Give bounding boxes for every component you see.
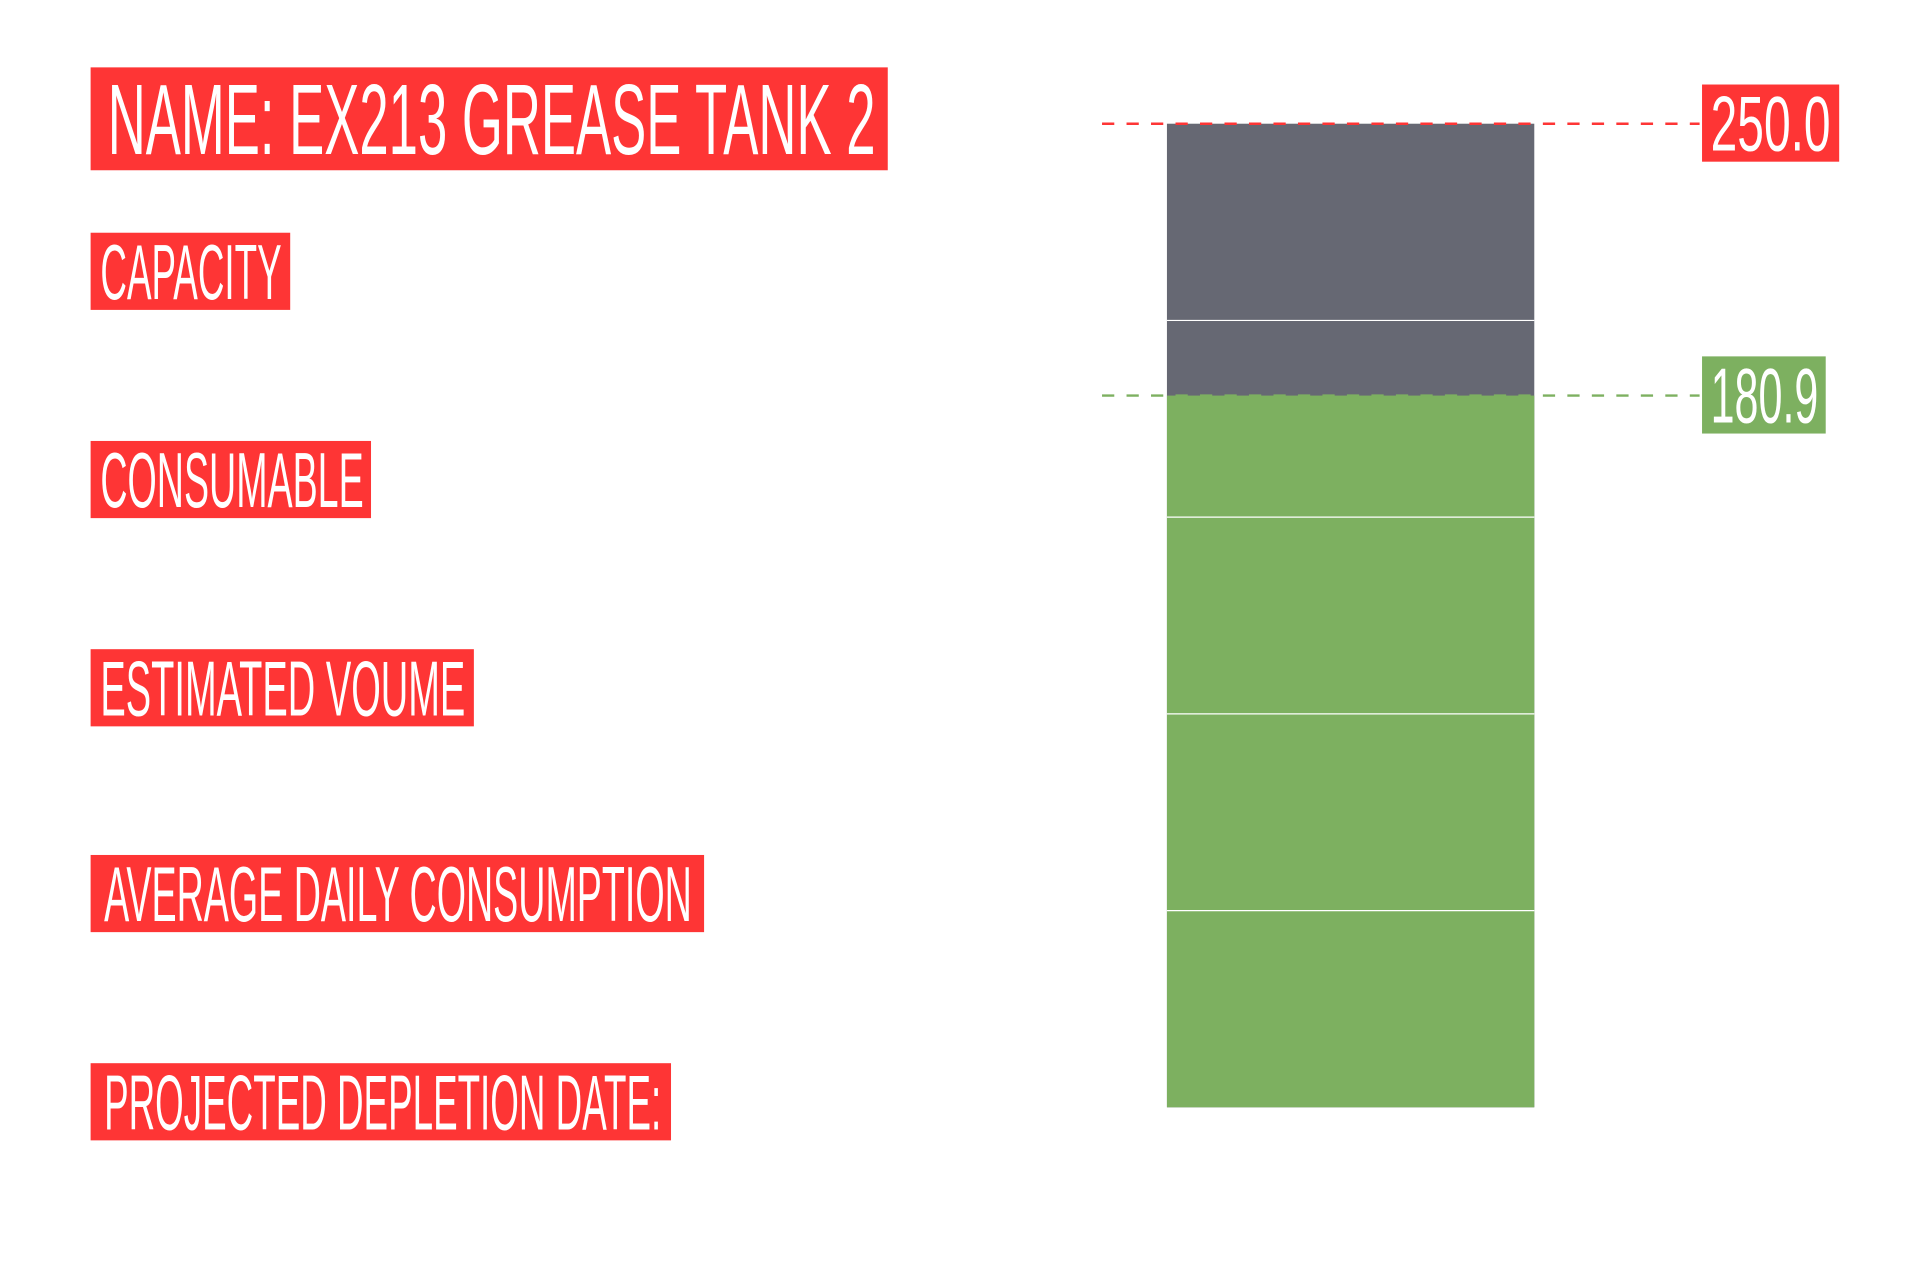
title-box: [90, 67, 888, 171]
max-label: 250.0: [1711, 80, 1831, 168]
field-label: CAPACITY: [100, 228, 281, 316]
field-label: AVERAGE DAILY CONSUMPTION: [104, 850, 692, 938]
field-label: PROJECTED DEPLETION DATE:: [104, 1058, 661, 1146]
field-label-box: [90, 649, 474, 727]
field-label: CONSUMABLE: [100, 436, 363, 524]
max-label-box: [1702, 84, 1840, 162]
field-label: ESTIMATED VOUME: [100, 644, 465, 732]
field-label-box: [90, 440, 372, 519]
field-label-box: [90, 232, 291, 310]
field-label-box: [90, 1063, 672, 1141]
level-label-box: [1702, 356, 1826, 434]
title: NAME: EX213 GREASE TANK 2: [108, 64, 876, 176]
tank-level: [1166, 395, 1535, 1108]
level-label: 180.9: [1711, 352, 1819, 440]
field-label-box: [90, 854, 705, 933]
